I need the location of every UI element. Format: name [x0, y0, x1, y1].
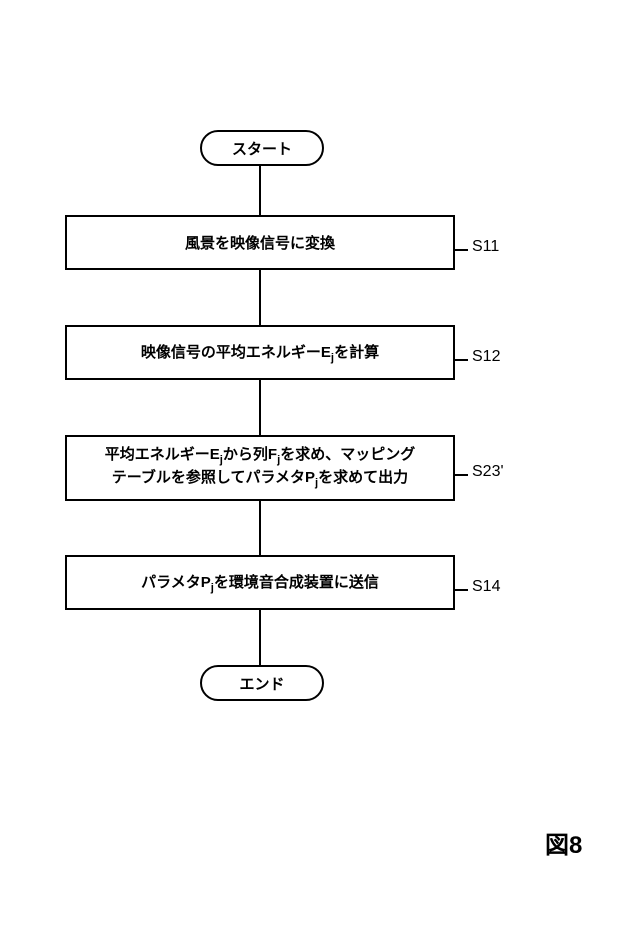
step-label-s14-text: S14 [472, 578, 500, 595]
step-label-s11-text: S11 [472, 238, 499, 255]
flowchart-canvas: スタート 風景を映像信号に変換 映像信号の平均エネルギーEjを計算 平均エネルギ… [0, 0, 640, 948]
node-s12-text: 映像信号の平均エネルギーEjを計算 [141, 341, 379, 364]
leader-s11 [455, 249, 468, 251]
step-label-s12: S12 [472, 348, 500, 366]
node-end-label: エンド [239, 673, 284, 694]
edge-s23p-s14 [259, 501, 261, 555]
leader-s14 [455, 589, 468, 591]
node-start: スタート [200, 130, 324, 166]
edge-start-s11 [259, 162, 261, 215]
node-start-label: スタート [232, 138, 292, 159]
node-s23p-text: 平均エネルギーEjから列Fjを求め、マッピングテーブルを参照してパラメタPjを求… [105, 445, 415, 491]
step-label-s12-text: S12 [472, 348, 500, 365]
node-s14-text: パラメタPjを環境音合成装置に送信 [141, 571, 379, 594]
leader-s23p [455, 474, 468, 476]
node-s23p: 平均エネルギーEjから列Fjを求め、マッピングテーブルを参照してパラメタPjを求… [65, 435, 455, 501]
edge-s14-end [259, 610, 261, 665]
node-s14: パラメタPjを環境音合成装置に送信 [65, 555, 455, 610]
step-label-s23p-text: S23' [472, 463, 504, 480]
node-s12: 映像信号の平均エネルギーEjを計算 [65, 325, 455, 380]
step-label-s14: S14 [472, 578, 500, 596]
edge-s12-s23p [259, 380, 261, 435]
edge-s11-s12 [259, 270, 261, 325]
leader-s12 [455, 359, 468, 361]
step-label-s23p: S23' [472, 463, 504, 481]
figure-label: 図8 [545, 825, 582, 860]
figure-label-text: 図8 [545, 832, 582, 859]
node-end: エンド [200, 665, 324, 701]
step-label-s11: S11 [472, 238, 499, 256]
node-s11: 風景を映像信号に変換 [65, 215, 455, 270]
node-s11-text: 風景を映像信号に変換 [185, 232, 335, 253]
